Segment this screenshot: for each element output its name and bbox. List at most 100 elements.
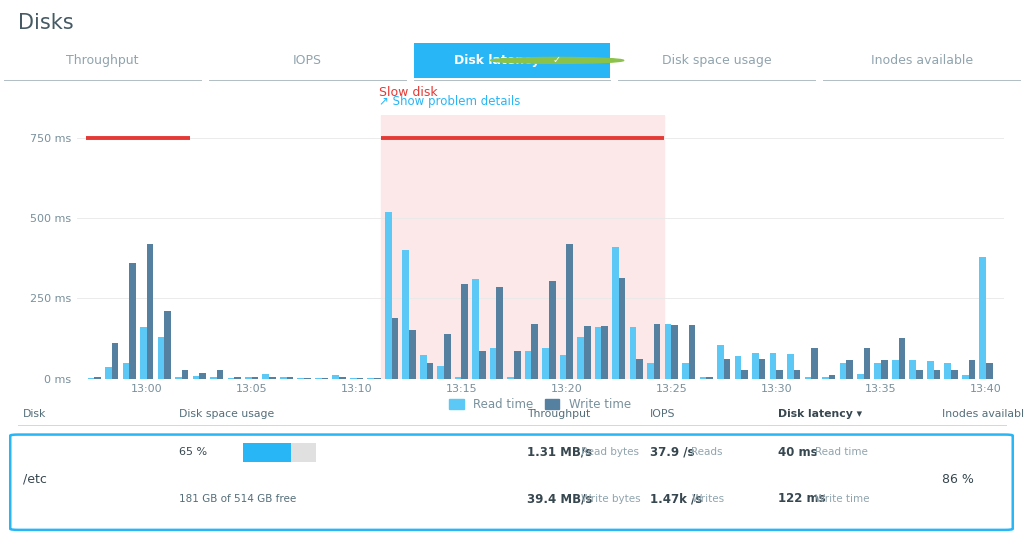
Bar [899, 338, 905, 379]
Text: IOPS: IOPS [650, 409, 676, 419]
Text: 1.47k /s: 1.47k /s [650, 492, 702, 505]
Text: Inodes available: Inodes available [942, 409, 1024, 419]
Bar [234, 377, 241, 379]
Text: 39.4 MB/s: 39.4 MB/s [527, 492, 593, 505]
Bar [531, 324, 538, 379]
Bar [892, 360, 899, 379]
Bar [776, 369, 783, 379]
Bar [252, 377, 258, 379]
Bar [524, 351, 531, 379]
Bar [857, 374, 863, 379]
Text: 37.9 /s: 37.9 /s [650, 446, 694, 459]
Bar [269, 377, 275, 379]
Bar [243, 442, 291, 462]
Text: Reads: Reads [691, 447, 723, 457]
Bar [437, 366, 444, 379]
Bar [986, 363, 992, 379]
Bar [112, 343, 119, 379]
Bar [262, 374, 269, 379]
Text: 181 GB of 514 GB free: 181 GB of 514 GB free [179, 494, 297, 504]
Bar [181, 369, 188, 379]
Text: Throughput: Throughput [527, 409, 591, 419]
Bar [863, 348, 870, 379]
Bar [245, 377, 252, 379]
Text: Write time: Write time [815, 494, 869, 504]
Bar [356, 378, 364, 379]
Bar [916, 369, 923, 379]
Bar [636, 359, 643, 379]
Bar [618, 278, 626, 379]
Bar [462, 284, 468, 379]
Text: 122 ms: 122 ms [778, 492, 826, 505]
Bar [822, 377, 828, 379]
Bar [707, 377, 713, 379]
Bar [297, 378, 304, 379]
Bar [549, 281, 556, 379]
Bar [129, 263, 136, 379]
Bar [164, 311, 171, 379]
Bar [794, 369, 801, 379]
Text: Disk space usage: Disk space usage [662, 54, 772, 67]
Text: Disk latency: Disk latency [454, 54, 540, 67]
Bar [770, 353, 776, 379]
Text: Slow disk: Slow disk [379, 86, 437, 99]
Bar [874, 363, 881, 379]
Bar [427, 363, 433, 379]
Bar [665, 324, 672, 379]
Bar [630, 327, 636, 379]
Bar [951, 369, 957, 379]
Bar [479, 351, 485, 379]
Bar [543, 348, 549, 379]
Bar [158, 337, 164, 379]
Text: Write bytes: Write bytes [581, 494, 640, 504]
Bar [381, 115, 665, 379]
Bar [507, 377, 514, 379]
Bar [689, 325, 695, 379]
Text: ↗ Show problem details: ↗ Show problem details [379, 96, 520, 108]
Bar [322, 378, 329, 379]
Bar [909, 360, 916, 379]
Bar [193, 376, 200, 379]
Bar [601, 325, 608, 379]
Bar [287, 377, 293, 379]
Bar [94, 377, 101, 379]
Text: 40 ms: 40 ms [778, 446, 818, 459]
Bar [682, 363, 689, 379]
Text: Disks: Disks [18, 13, 74, 33]
Bar [123, 362, 129, 379]
Bar [846, 360, 853, 379]
Bar [672, 325, 678, 379]
Bar [455, 377, 462, 379]
Bar [140, 327, 146, 379]
Bar [385, 212, 391, 379]
Circle shape [490, 57, 624, 63]
Text: Writes: Writes [691, 494, 724, 504]
Bar [787, 353, 794, 379]
Bar [243, 442, 316, 462]
Bar [560, 354, 566, 379]
Bar [828, 375, 836, 379]
Bar [881, 360, 888, 379]
Bar [227, 378, 234, 379]
Bar [717, 345, 724, 379]
Text: Inodes available: Inodes available [870, 54, 973, 67]
Bar [420, 354, 427, 379]
Text: /etc: /etc [23, 473, 46, 486]
Bar [759, 359, 765, 379]
Bar [934, 369, 940, 379]
Bar [333, 375, 339, 379]
Bar [741, 369, 748, 379]
Bar [497, 287, 503, 379]
Bar [752, 353, 759, 379]
Bar [944, 363, 951, 379]
Bar [962, 375, 969, 379]
Bar [595, 327, 601, 379]
Bar [578, 337, 584, 379]
Bar [699, 377, 707, 379]
FancyBboxPatch shape [10, 434, 1013, 530]
Text: Read time: Read time [815, 447, 868, 457]
Bar [200, 373, 206, 379]
Bar [146, 244, 154, 379]
Bar [414, 43, 610, 78]
Bar [734, 356, 741, 379]
